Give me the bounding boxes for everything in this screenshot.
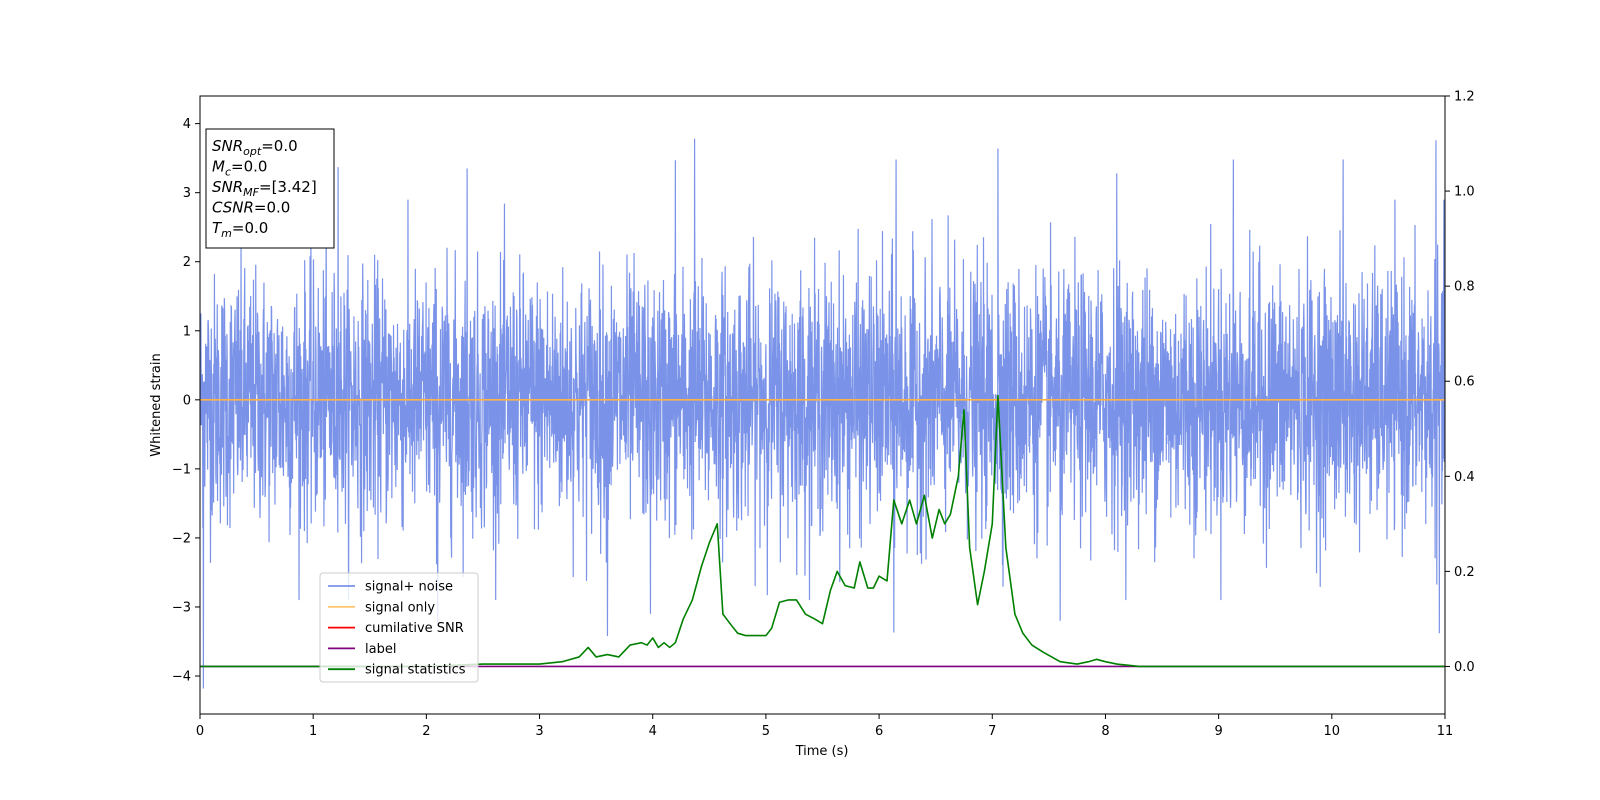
y-tick-label: 0 bbox=[183, 393, 191, 408]
info-line: Mc=0.0 bbox=[212, 158, 267, 179]
info-line: SNRMF=[3.42] bbox=[212, 178, 317, 199]
y-tick-label: −3 bbox=[172, 600, 191, 615]
y2-tick-label: 0.0 bbox=[1454, 660, 1475, 675]
plot-frame bbox=[199, 95, 1446, 715]
y-tick-label: 3 bbox=[183, 186, 191, 201]
info-line: SNRopt=0.0 bbox=[212, 137, 298, 158]
y-axis-left: 4 3 2 1 0 −1 −2 −3 −4 bbox=[172, 117, 200, 685]
legend-label-cumilative-snr: cumilative SNR bbox=[365, 621, 464, 636]
x-tick-label: 4 bbox=[649, 724, 657, 739]
x-tick-label: 8 bbox=[1101, 724, 1109, 739]
x-tick-label: 1 bbox=[309, 724, 317, 739]
y2-tick-label: 0.6 bbox=[1454, 375, 1475, 390]
x-tick-label: 11 bbox=[1437, 724, 1454, 739]
y-tick-label: 2 bbox=[183, 255, 191, 270]
y-tick-label: −4 bbox=[172, 670, 191, 685]
series-signal-statistics-line bbox=[200, 394, 1445, 668]
x-tick-label: 2 bbox=[422, 724, 430, 739]
x-tick-label: 3 bbox=[535, 724, 543, 739]
info-line: CSNR=0.0 bbox=[212, 199, 290, 217]
y2-tick-label: 0.8 bbox=[1454, 280, 1475, 295]
legend-frame bbox=[319, 572, 479, 683]
y2-tick-label: 1.2 bbox=[1454, 90, 1475, 105]
legend: signal+ noise signal only cumilative SNR la… bbox=[319, 572, 479, 683]
y-tick-label: 4 bbox=[183, 117, 191, 132]
legend-label-signal-noise: signal+ noise bbox=[365, 580, 453, 595]
x-tick-label: 0 bbox=[196, 724, 204, 739]
y2-tick-label: 0.2 bbox=[1454, 565, 1475, 580]
legend-label-label: label bbox=[365, 642, 396, 657]
y-tick-label: −2 bbox=[172, 531, 191, 546]
info-line: Tm=0.0 bbox=[212, 219, 268, 240]
x-tick-label: 5 bbox=[762, 724, 770, 739]
x-tick-label: 7 bbox=[988, 724, 996, 739]
x-tick-label: 10 bbox=[1324, 724, 1341, 739]
series-signal-noise-line bbox=[200, 138, 1445, 689]
x-axis-title: Time (s) bbox=[795, 744, 849, 759]
y2-tick-label: 0.4 bbox=[1454, 470, 1475, 485]
y-axis-title: Whitened strain bbox=[149, 353, 164, 456]
x-axis: 0 1 2 3 4 5 6 7 8 9 10 11 bbox=[196, 714, 1453, 739]
legend-label-signal-only: signal only bbox=[365, 600, 435, 615]
y-tick-label: 1 bbox=[183, 324, 191, 339]
legend-label-signal-statistics: signal statistics bbox=[365, 663, 466, 678]
x-tick-label: 6 bbox=[875, 724, 883, 739]
x-tick-label: 9 bbox=[1214, 724, 1222, 739]
y2-tick-label: 1.0 bbox=[1454, 185, 1475, 200]
info-box-frame bbox=[205, 128, 335, 249]
y-axis-right: 1.2 1.0 0.8 0.6 0.4 0.2 0.0 bbox=[1445, 90, 1475, 675]
y-tick-label: −1 bbox=[172, 462, 191, 477]
